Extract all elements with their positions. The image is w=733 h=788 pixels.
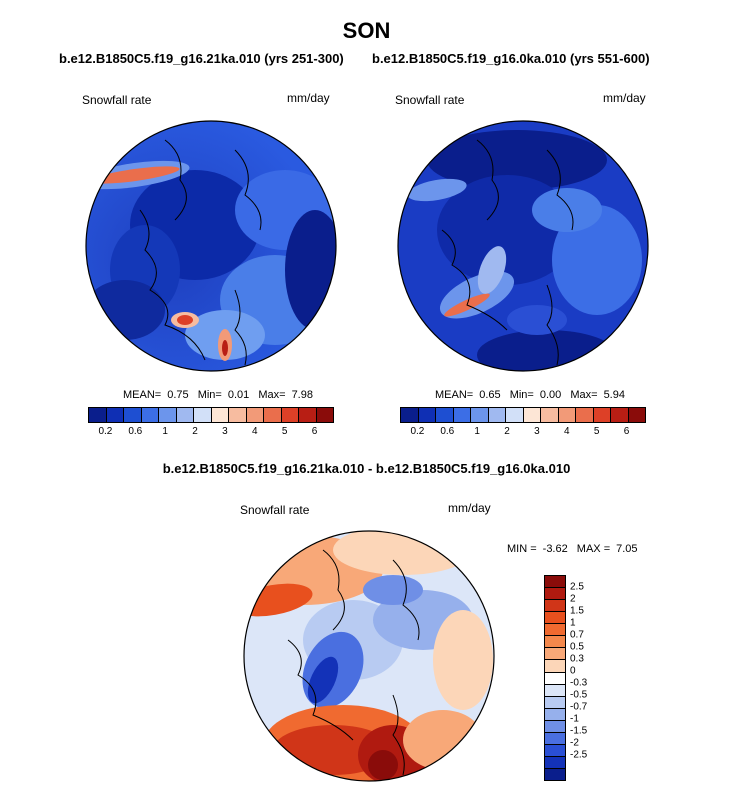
colorbar-swatch xyxy=(545,624,565,637)
colorbar-swatch xyxy=(545,708,565,721)
diff-colorbar xyxy=(544,575,566,781)
colorbar-swatch xyxy=(628,408,645,422)
colorbar-swatch xyxy=(246,408,264,422)
colorbar-swatch xyxy=(264,408,282,422)
colorbar-swatch xyxy=(545,648,565,661)
colorbar-swatch xyxy=(506,408,524,422)
colorbar-tick-label: 0.7 xyxy=(570,629,584,641)
panel1-stats: MEAN= 0.75 Min= 0.01 Max= 7.98 xyxy=(123,389,313,401)
panel2-variable-label: Snowfall rate xyxy=(395,93,465,107)
colorbar-swatch xyxy=(89,408,107,422)
colorbar-swatch xyxy=(545,672,565,685)
colorbar-swatch xyxy=(545,600,565,613)
colorbar-tick-label: 0.3 xyxy=(570,653,584,665)
colorbar-tick-label: -1.5 xyxy=(570,725,588,737)
colorbar-tick-label: 2 xyxy=(570,593,576,605)
colorbar-tick-label: 5 xyxy=(593,426,600,437)
colorbar-tick-label: -0.7 xyxy=(570,701,588,713)
colorbar-swatch xyxy=(401,408,419,422)
colorbar-swatch xyxy=(471,408,489,422)
colorbar-tick-label: 3 xyxy=(222,426,228,437)
colorbar-swatch xyxy=(545,636,565,649)
colorbar-swatch xyxy=(229,408,247,422)
colorbar-tick-label: -2 xyxy=(570,737,579,749)
colorbar-tick-label: 5 xyxy=(281,426,288,437)
colorbar-swatch xyxy=(194,408,212,422)
colorbar-tick-label: 2.5 xyxy=(570,581,584,593)
diff-units-label: mm/day xyxy=(448,501,491,515)
colorbar-tick-label: 6 xyxy=(623,426,630,437)
colorbar-tick-label: 0.5 xyxy=(570,641,584,653)
colorbar-swatch xyxy=(545,684,565,697)
colorbar-swatch xyxy=(541,408,559,422)
colorbar-swatch xyxy=(106,408,124,422)
panel2-polar-map xyxy=(397,120,649,372)
colorbar-swatch xyxy=(545,612,565,625)
colorbar-tick-label: 6 xyxy=(311,426,318,437)
colorbar-tick-label: -0.5 xyxy=(570,689,588,701)
colorbar-tick-label: 0.6 xyxy=(440,426,455,437)
colorbar-swatch xyxy=(141,408,159,422)
diff-variable-label: Snowfall rate xyxy=(240,503,310,517)
diff-colorbar-ticks: 2.5 2 1.5 1 0.7 0.5 0.3 0 -0.3 -0.5 -0.7 -1 -1.5 -2 -2… xyxy=(570,575,610,779)
colorbar-tick-label: 3 xyxy=(534,426,540,437)
diff-polar-map xyxy=(243,530,495,782)
colorbar-swatch xyxy=(545,696,565,709)
colorbar-swatch xyxy=(545,769,565,781)
panel2-colorbar xyxy=(400,407,646,423)
colorbar-swatch xyxy=(124,408,142,422)
panel1-polar-map xyxy=(85,120,337,372)
colorbar-swatch xyxy=(545,744,565,757)
colorbar-swatch xyxy=(523,408,541,422)
colorbar-swatch xyxy=(176,408,194,422)
colorbar-tick-label: 1 xyxy=(474,426,480,437)
panel1-units-label: mm/day xyxy=(287,91,330,105)
colorbar-swatch xyxy=(281,408,299,422)
panel2-stats: MEAN= 0.65 Min= 0.00 Max= 5.94 xyxy=(435,389,625,401)
colorbar-tick-label: 1 xyxy=(570,617,576,629)
colorbar-tick-label: 2 xyxy=(504,426,510,437)
colorbar-tick-label: 2 xyxy=(192,426,198,437)
colorbar-swatch xyxy=(545,720,565,733)
panel1-colorbar-ticks: 0.2 0.6 1 2 3 4 5 6 xyxy=(88,426,332,440)
colorbar-tick-label: -2.5 xyxy=(570,749,588,761)
colorbar-swatch xyxy=(211,408,229,422)
colorbar-swatch xyxy=(545,660,565,673)
panel1-colorbar xyxy=(88,407,334,423)
colorbar-swatch xyxy=(453,408,471,422)
colorbar-tick-label: 1 xyxy=(162,426,168,437)
colorbar-swatch xyxy=(611,408,629,422)
panel2-units-label: mm/day xyxy=(603,91,646,105)
colorbar-tick-label: 0.2 xyxy=(410,426,425,437)
figure-title: SON xyxy=(342,18,391,43)
colorbar-swatch xyxy=(488,408,506,422)
panel2-case-label: b.e12.B1850C5.f19_g16.0ka.010 (yrs 551-6… xyxy=(372,51,650,66)
colorbar-swatch xyxy=(558,408,576,422)
colorbar-swatch xyxy=(593,408,611,422)
panel1-variable-label: Snowfall rate xyxy=(82,93,152,107)
colorbar-swatch xyxy=(576,408,594,422)
colorbar-tick-label: 1.5 xyxy=(570,605,584,617)
colorbar-swatch xyxy=(545,732,565,745)
panel1-case-label: b.e12.B1850C5.f19_g16.21ka.010 (yrs 251-… xyxy=(59,51,344,66)
colorbar-swatch xyxy=(545,576,565,589)
colorbar-swatch xyxy=(545,588,565,601)
colorbar-tick-label: 0.2 xyxy=(98,426,113,437)
colorbar-tick-label: 4 xyxy=(252,426,258,437)
colorbar-tick-label: 4 xyxy=(564,426,570,437)
colorbar-swatch xyxy=(159,408,177,422)
diff-title: b.e12.B1850C5.f19_g16.21ka.010 - b.e12.B… xyxy=(162,461,571,476)
panel2-colorbar-ticks: 0.2 0.6 1 2 3 4 5 6 xyxy=(400,426,644,440)
colorbar-swatch xyxy=(299,408,317,422)
colorbar-swatch xyxy=(545,756,565,769)
colorbar-swatch xyxy=(316,408,333,422)
colorbar-tick-label: 0.6 xyxy=(128,426,143,437)
colorbar-swatch xyxy=(436,408,454,422)
diff-stats: MIN = -3.62 MAX = 7.05 xyxy=(507,543,638,555)
colorbar-tick-label: -0.3 xyxy=(570,677,588,689)
colorbar-tick-label: 0 xyxy=(570,665,576,677)
colorbar-swatch xyxy=(418,408,436,422)
colorbar-tick-label: -1 xyxy=(570,713,579,725)
